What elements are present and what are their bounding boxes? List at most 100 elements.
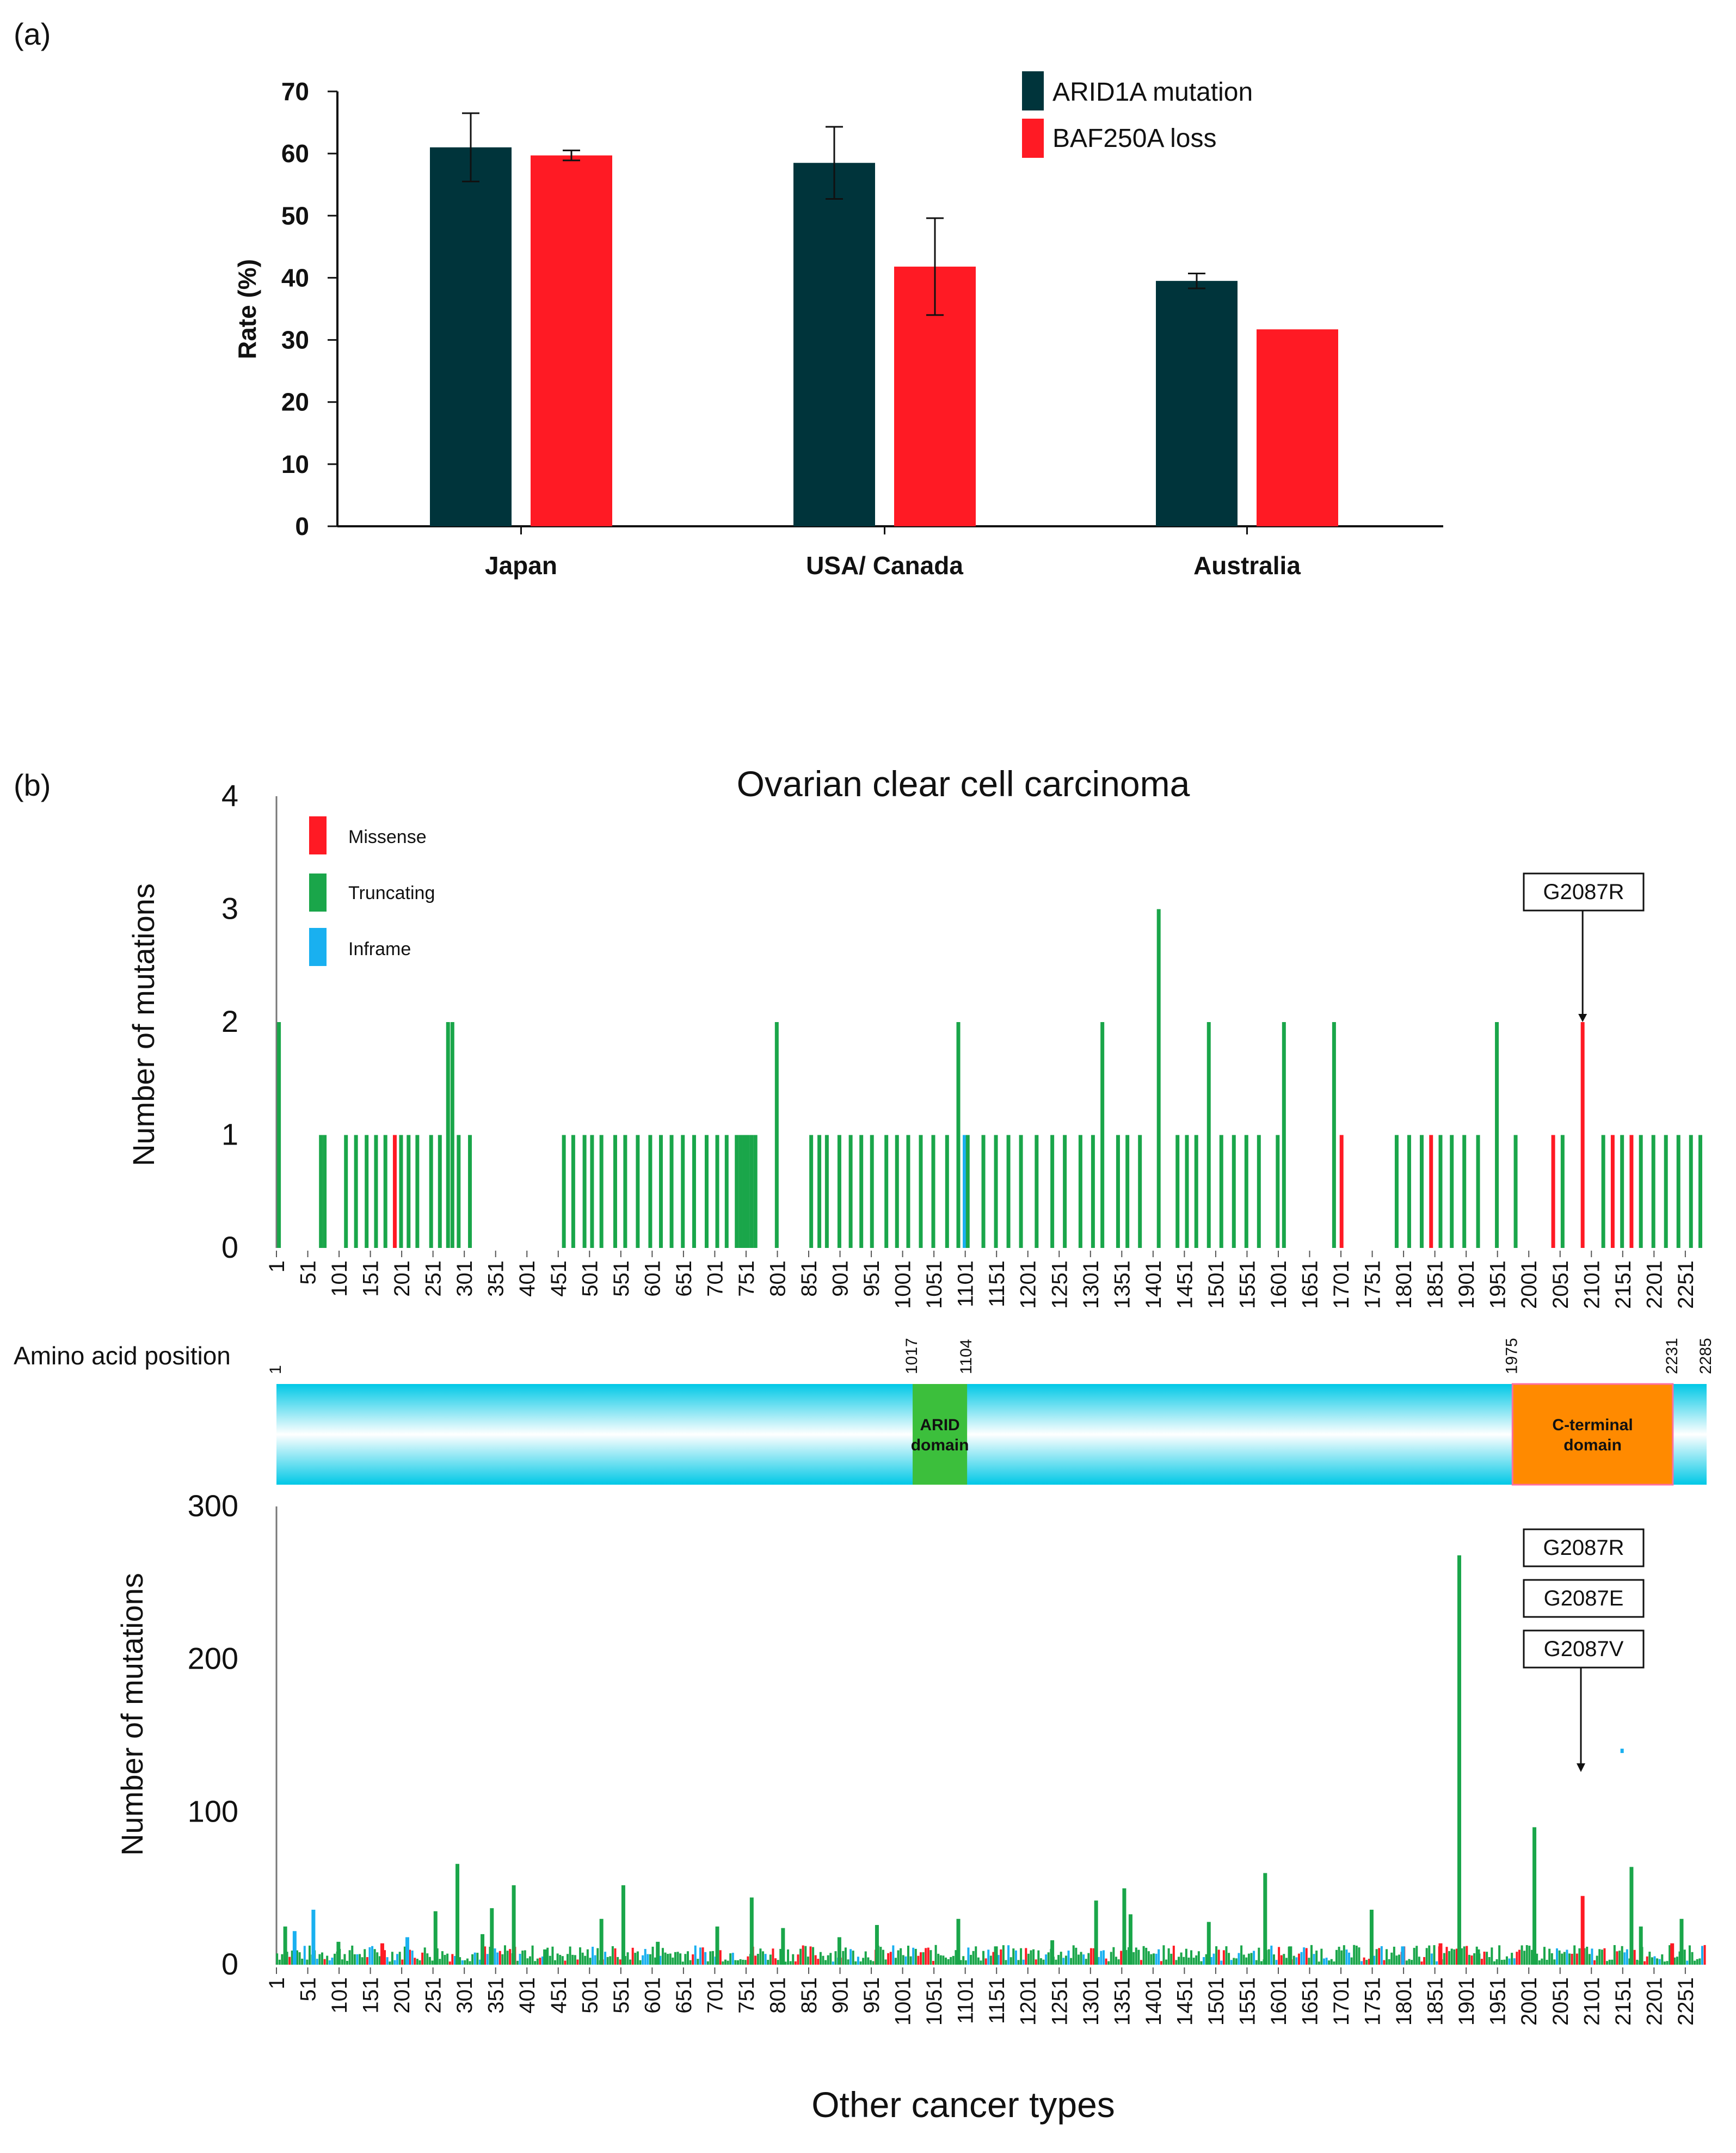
mutation-bar-truncating	[664, 1952, 667, 1965]
mutation-bar-missense	[619, 1959, 621, 1965]
mutation-bar-inframe	[386, 1957, 389, 1965]
mutation-bar-truncating	[1125, 1135, 1130, 1248]
mutation-bar-truncating	[1283, 1954, 1285, 1965]
mutation-bar-truncating	[875, 1925, 879, 1965]
mutation-bar-truncating	[569, 1946, 571, 1965]
mutation-bar-truncating	[606, 1957, 609, 1965]
x-tick-label: 501	[578, 1977, 602, 2014]
mutation-bar-truncating	[667, 1954, 669, 1965]
mutation-bar-truncating	[1142, 1946, 1145, 1965]
mutation-bar-truncating	[1443, 1953, 1445, 1965]
mutation-bar-inframe	[371, 1946, 374, 1965]
mutation-bar-missense	[451, 1954, 454, 1965]
mutation-bar-truncating	[1110, 1952, 1112, 1965]
annotation-g2087r-ovarian: G2087R	[1523, 872, 1645, 1022]
mutation-bar-truncating	[784, 1961, 787, 1965]
x-tick-label: 1251	[1048, 1977, 1072, 2026]
x-category-label-a: Australia	[1193, 551, 1301, 580]
mutation-bar-truncating	[383, 1135, 387, 1248]
mutation-bar-truncating	[1596, 1955, 1598, 1965]
mutation-bar-missense	[484, 1946, 487, 1965]
mutation-bar-truncating	[599, 1918, 604, 1965]
mutation-bar-missense	[1571, 1953, 1573, 1965]
domain-label-line1: C-terminal	[1552, 1416, 1633, 1434]
y-tick-label-a: 40	[281, 263, 309, 292]
mutation-bar-truncating	[1282, 1022, 1286, 1248]
x-tick-label: 201	[390, 1977, 414, 2014]
amino-acid-position-label: Amino acid position	[14, 1342, 231, 1370]
mutation-bar-truncating	[1094, 1900, 1098, 1965]
mutation-bar-truncating	[994, 1946, 998, 1965]
mutation-bar-truncating	[365, 1135, 369, 1248]
mutation-bar-inframe	[1508, 1958, 1511, 1965]
mutation-bar-truncating	[1232, 1135, 1236, 1248]
mutation-bar-missense	[366, 1957, 368, 1965]
mutation-bar-truncating	[459, 1957, 461, 1965]
x-tick-label: 1051	[922, 1977, 946, 2026]
mutation-bar-truncating	[812, 1947, 815, 1965]
mutation-bar-truncating	[306, 1959, 309, 1965]
mutation-bar-truncating	[739, 1959, 742, 1965]
mutation-bar-missense	[984, 1958, 987, 1965]
mutation-bar-truncating	[1192, 1958, 1195, 1965]
mutation-bar-truncating	[859, 1961, 862, 1965]
mutation-bar-truncating	[679, 1953, 682, 1965]
mutation-bar-truncating	[1288, 1946, 1292, 1965]
mutation-bar-truncating	[715, 1135, 719, 1248]
mutation-bar-truncating	[621, 1885, 625, 1965]
mutation-bar-inframe	[892, 1945, 895, 1965]
mutation-bar-truncating	[611, 1946, 614, 1965]
mutation-bar-truncating	[1047, 1952, 1050, 1965]
mutation-bar-missense	[1423, 1957, 1426, 1965]
mutation-bar-inframe	[1295, 1957, 1298, 1965]
mutation-bar-missense	[1466, 1946, 1468, 1965]
mutation-bar-truncating	[481, 1934, 485, 1965]
mutation-bar-truncating	[1491, 1947, 1493, 1965]
y-tick-label-b1: 2	[221, 1004, 238, 1038]
x-tick-label: 2051	[1549, 1260, 1573, 1309]
mutation-bar-truncating	[1156, 909, 1161, 1248]
mutation-bar-inframe	[1014, 1950, 1017, 1965]
mutation-bar-truncating	[301, 1958, 304, 1965]
mutation-bar-truncating	[526, 1958, 529, 1965]
mutation-bar-truncating	[1335, 1949, 1338, 1965]
mutation-bar-inframe	[1701, 1946, 1703, 1965]
mutation-bar-missense	[794, 1961, 797, 1965]
mutation-bar-truncating	[1601, 1135, 1605, 1248]
mutation-bar-truncating	[1473, 1953, 1476, 1965]
x-tick-label: 201	[390, 1260, 414, 1297]
mutation-bar-truncating	[596, 1948, 599, 1965]
mutation-bar-truncating	[1636, 1959, 1639, 1965]
mutation-bar-truncating	[1263, 1873, 1267, 1965]
mutation-bar-truncating	[842, 1951, 845, 1965]
mutation-bar-truncating	[296, 1950, 298, 1965]
mutation-bar-inframe	[604, 1952, 607, 1965]
y-tick-label-b1: 0	[221, 1230, 238, 1264]
mutation-bar-truncating	[416, 1959, 418, 1965]
mutation-bar-inframe	[1303, 1947, 1306, 1965]
mutation-bar-inframe	[328, 1960, 331, 1965]
mutation-bar-missense	[1378, 1948, 1381, 1965]
mutation-bar-truncating	[571, 1954, 574, 1965]
mutation-bar-missense	[1603, 1948, 1606, 1965]
mutation-bar-inframe	[644, 1949, 647, 1965]
mutation-bar-inframe	[1045, 1954, 1048, 1965]
mutation-bar-truncating	[872, 1961, 875, 1965]
mutation-bar-truncating	[1505, 1956, 1508, 1965]
mutation-bar-truncating	[1200, 1961, 1203, 1965]
panel-label-b: (b)	[14, 768, 51, 802]
x-tick-label: 1601	[1267, 1977, 1291, 2026]
mutation-bar-truncating	[1618, 1951, 1621, 1965]
mutation-bar-truncating	[1375, 1949, 1378, 1965]
mutation-bar-truncating	[989, 1955, 992, 1965]
x-tick-label: 801	[766, 1977, 790, 2014]
mutation-bar-truncating	[1561, 1953, 1563, 1965]
mutation-bar-inframe	[1430, 1953, 1433, 1965]
annotation-label-g2087r: G2087R	[1543, 880, 1624, 904]
mutation-bar-missense	[1092, 1948, 1095, 1965]
domain-label-line1: ARID	[920, 1416, 959, 1434]
mutation-bar-missense	[1670, 1943, 1675, 1965]
mutation-bar-truncating	[1457, 1555, 1462, 1965]
annotation-label-g2087v-other: G2087V	[1544, 1637, 1624, 1661]
mutation-bar-truncating	[1532, 1827, 1537, 1965]
